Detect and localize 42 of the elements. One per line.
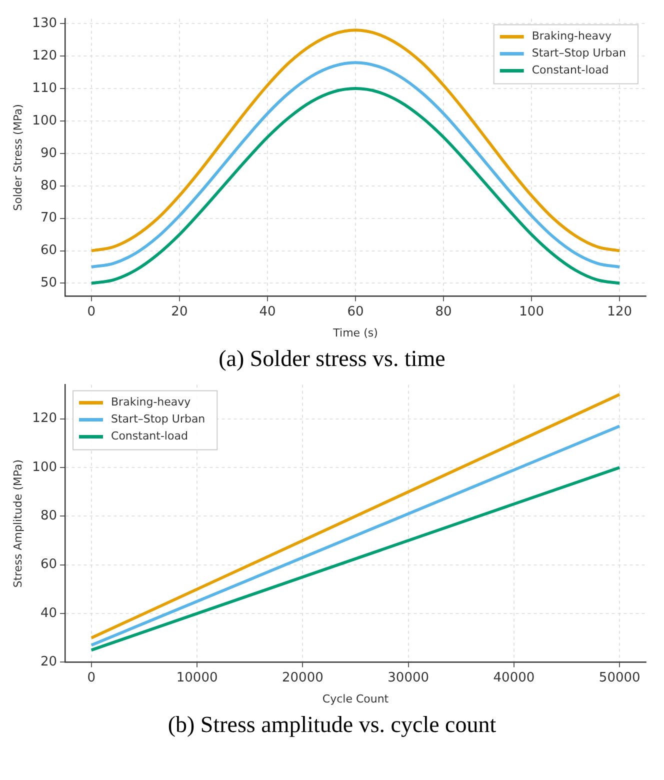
x-tick-label: 100 bbox=[519, 304, 544, 320]
x-tick-label: 30000 bbox=[388, 670, 430, 686]
x-tick-label: 120 bbox=[607, 304, 632, 320]
y-tick-label: 120 bbox=[32, 411, 58, 426]
y-tick-label: 50 bbox=[40, 276, 58, 291]
y-tick-label: 130 bbox=[32, 16, 58, 32]
legend-label: Braking-heavy bbox=[111, 396, 192, 409]
line-series bbox=[90, 61, 622, 268]
legend-label: Braking-heavy bbox=[532, 30, 612, 43]
x-tick-label: 40000 bbox=[493, 670, 535, 686]
legend-label: Constant-load bbox=[532, 64, 609, 77]
y-tick-label: 90 bbox=[40, 146, 58, 161]
y-tick-label: 110 bbox=[32, 80, 58, 96]
legend-label: Constant-load bbox=[111, 430, 188, 443]
text: (b) Stress amplitude vs. cycle count bbox=[166, 711, 498, 739]
x-axis-title: Cycle Count bbox=[322, 692, 390, 706]
text: (a) Solder stress vs. time bbox=[218, 345, 446, 373]
x-tick-label: 20 bbox=[171, 304, 188, 320]
y-tick-label: 80 bbox=[40, 178, 58, 194]
x-tick-label: 10000 bbox=[176, 670, 218, 686]
x-axis-title: Time (s) bbox=[332, 326, 378, 340]
x-tick-label: 40 bbox=[259, 304, 276, 320]
y-tick-label: 40 bbox=[40, 606, 58, 621]
y-tick-label: 60 bbox=[40, 243, 58, 258]
x-tick-label: 0 bbox=[87, 670, 96, 686]
y-axis-title: Stress Amplitude (MPa) bbox=[11, 459, 24, 588]
y-tick-label: 120 bbox=[32, 48, 58, 64]
x-tick-label: 80 bbox=[435, 304, 452, 320]
y-tick-label: 20 bbox=[40, 654, 58, 670]
x-tick-label: 60 bbox=[347, 304, 364, 320]
x-tick-label: 20000 bbox=[282, 670, 324, 686]
y-axis-title: Solder Stress (MPa) bbox=[11, 104, 24, 211]
y-tick-label: 80 bbox=[40, 508, 58, 524]
y-tick-label: 100 bbox=[32, 460, 58, 475]
y-tick-label: 100 bbox=[32, 113, 58, 128]
y-tick-label: 70 bbox=[40, 210, 58, 226]
x-tick-label: 50000 bbox=[598, 670, 640, 686]
legend-label: Start–Stop Urban bbox=[111, 412, 206, 426]
x-tick-label: 0 bbox=[87, 304, 96, 320]
line-series bbox=[90, 87, 622, 285]
legend-label: Start–Stop Urban bbox=[532, 46, 626, 60]
y-tick-label: 60 bbox=[40, 557, 58, 572]
